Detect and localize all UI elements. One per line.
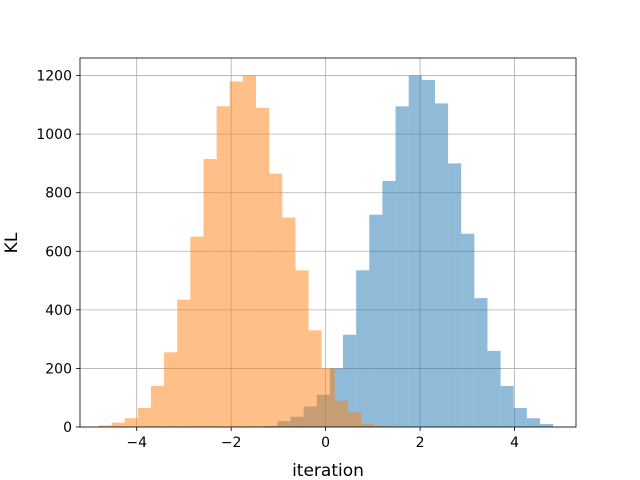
x-axis-title: iteration xyxy=(292,461,364,480)
histogram-bar xyxy=(282,217,296,427)
axes xyxy=(79,57,577,428)
histogram-bar xyxy=(369,214,383,427)
histogram-bar xyxy=(137,407,151,427)
y-tick-label: 600 xyxy=(45,244,72,260)
y-axis-title: KL xyxy=(2,232,22,253)
histogram-bar xyxy=(190,236,204,427)
histogram-bar xyxy=(216,106,230,428)
histogram-bar xyxy=(98,425,112,427)
histogram-bar xyxy=(395,106,409,428)
histogram-bar xyxy=(150,386,165,427)
histogram-bar xyxy=(347,412,362,427)
histogram-bar xyxy=(474,298,488,427)
histogram-bar xyxy=(361,424,375,427)
y-tick-label: 800 xyxy=(45,186,72,202)
x-tick-label: 4 xyxy=(510,435,519,451)
x-tick-label: 0 xyxy=(321,435,330,451)
histogram-bar xyxy=(461,233,475,427)
tick-labels: −4 −2 0 2 4 0 200 400 600 800 1000 1200 xyxy=(36,69,519,451)
histogram-bar xyxy=(124,418,138,427)
y-tick-label: 200 xyxy=(45,361,72,377)
histogram-bar xyxy=(229,81,243,427)
histogram-bar xyxy=(308,330,322,427)
histogram-bar xyxy=(203,159,217,428)
histogram-bar xyxy=(295,270,309,427)
histogram-bar xyxy=(242,75,257,428)
histogram-bar xyxy=(356,270,370,427)
tick-marks xyxy=(76,75,515,431)
histogram-bar xyxy=(374,426,388,427)
histogram-bar xyxy=(177,299,191,427)
plot-frame xyxy=(79,57,577,428)
histogram-bar xyxy=(408,75,422,428)
y-tick-label: 0 xyxy=(63,420,72,436)
histogram-bar xyxy=(321,368,335,427)
histogram-bar xyxy=(334,400,348,427)
y-tick-label: 1000 xyxy=(36,127,72,143)
histogram-bar xyxy=(540,424,554,427)
histogram-bar xyxy=(448,163,462,427)
histogram-bar xyxy=(434,103,449,428)
histogram-bar xyxy=(487,350,501,427)
x-tick-label: 2 xyxy=(416,435,425,451)
histogram-bar xyxy=(256,107,270,428)
x-tick-label: −4 xyxy=(126,435,147,451)
histogram-bar xyxy=(382,181,396,427)
histogram-bar xyxy=(421,79,435,427)
y-tick-label: 400 xyxy=(45,303,72,319)
y-tick-label: 1200 xyxy=(36,69,72,85)
histogram-bar xyxy=(526,418,541,427)
histogram-bar xyxy=(164,352,178,427)
histogram-bar xyxy=(500,386,514,427)
histogram-bar xyxy=(513,407,527,427)
histogram-bar xyxy=(111,422,125,427)
histogram-bars xyxy=(98,75,554,428)
x-tick-label: −2 xyxy=(221,435,242,451)
histogram-bar xyxy=(269,173,283,427)
